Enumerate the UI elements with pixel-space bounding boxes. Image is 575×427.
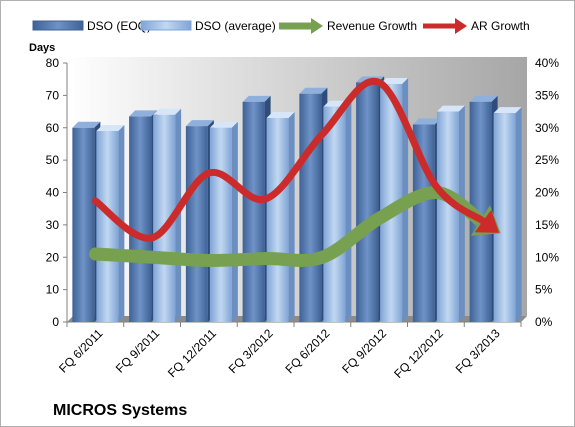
bar-dso-average-top [209,121,238,128]
bar-dso-eoq-top [129,110,158,117]
ar-growth-line [91,77,487,242]
bar-dso-eoq-top [299,87,328,94]
bar-dso-eoq-top [412,118,441,125]
bar-dso-average-top [380,78,409,85]
y-tick-label: 50 [46,153,60,167]
y2-tick-label: 25% [535,153,559,167]
bar-dso-average-side [231,121,238,322]
bar-dso-eoq [356,82,379,322]
bar-dso-average [323,106,346,322]
y-tick-label: 20 [46,250,60,264]
bar-dso-average-side [515,107,522,323]
bar-dso-eoq-top [469,95,498,102]
y2-tick-label: 30% [535,121,559,135]
y2-tick-label: 15% [535,218,559,232]
y-tick-label: 70 [46,88,60,102]
y2-tick-label: 10% [535,250,559,264]
y-tick-label: 30 [46,218,60,232]
x-tick-label: FQ 12/2011 [165,326,219,380]
legend-dso-eoq-swatch [32,20,84,31]
bar-dso-eoq [185,126,208,322]
bar-dso-eoq [72,127,95,322]
y-tick-label: 80 [46,56,60,70]
bar-dso-average-top [436,105,465,112]
legend-ar-growth-label: AR Growth [471,19,530,33]
legend-ar-growth: AR Growth [423,18,530,34]
company-name: MICROS Systems [53,402,187,419]
bar-dso-average-top [493,107,522,114]
y-tick-label: 0 [52,315,59,329]
y-axis-title: Days [29,42,55,54]
bar-dso-eoq-top [72,121,101,128]
x-tick-label: FQ 6/2011 [56,326,106,376]
bar-dso-eoq [299,93,322,322]
x-tick-label: FQ 9/2011 [113,326,163,376]
bar-dso-average-top [153,108,182,115]
y2-tick-label: 0% [535,315,553,329]
bar-dso-eoq [242,101,265,322]
legend-revenue-growth-swatch-head [311,18,323,34]
bar-dso-average [436,111,459,322]
bar-dso-average [493,113,516,323]
x-tick-label: FQ 12/2012 [391,326,446,381]
bar-dso-average [96,130,119,322]
bar-dso-eoq-top [185,120,214,127]
bar-dso-average-top [266,112,295,119]
bar-dso-average-side [345,100,352,322]
legend-dso-eoq-label: DSO (EOQ) [87,19,151,33]
legend-dso-average-swatch [140,20,192,31]
y-tick-label: 40 [46,186,60,200]
bar-dso-average-side [288,112,295,322]
y2-tick-label: 40% [535,56,559,70]
y-tick-label: 60 [46,121,60,135]
legend-dso-eoq: DSO (EOQ) [32,19,151,33]
bar-dso-eoq-top [242,95,271,102]
x-tick-label: FQ 3/2013 [453,326,503,376]
x-tick-label: FQ 9/2012 [339,326,389,376]
x-tick-label: FQ 3/2012 [226,326,276,376]
bar-dso-average [153,114,176,322]
ar-growth-arrowhead [474,209,500,233]
x-tick-label: FQ 6/2012 [283,326,333,376]
y2-tick-label: 20% [535,186,559,200]
y2-tick-label: 35% [535,88,559,102]
legend-dso-average: DSO (average) [140,19,276,33]
bar-dso-eoq [129,116,152,322]
bar-dso-average-top [96,124,125,131]
bar-dso-average [266,118,289,322]
y2-tick-label: 5% [535,283,553,297]
legend-dso-average-label: DSO (average) [195,19,276,33]
legend-revenue-growth-label: Revenue Growth [327,19,417,33]
bar-dso-average [380,84,403,322]
bar-dso-average [209,127,232,322]
y-tick-label: 10 [46,283,60,297]
bar-dso-average-side [458,105,465,322]
plot-floor [67,316,527,322]
legend-revenue-growth: Revenue Growth [279,18,417,34]
legend-ar-growth-swatch-head [455,18,467,34]
revenue-growth-line [88,186,487,267]
bar-dso-eoq [469,101,492,322]
